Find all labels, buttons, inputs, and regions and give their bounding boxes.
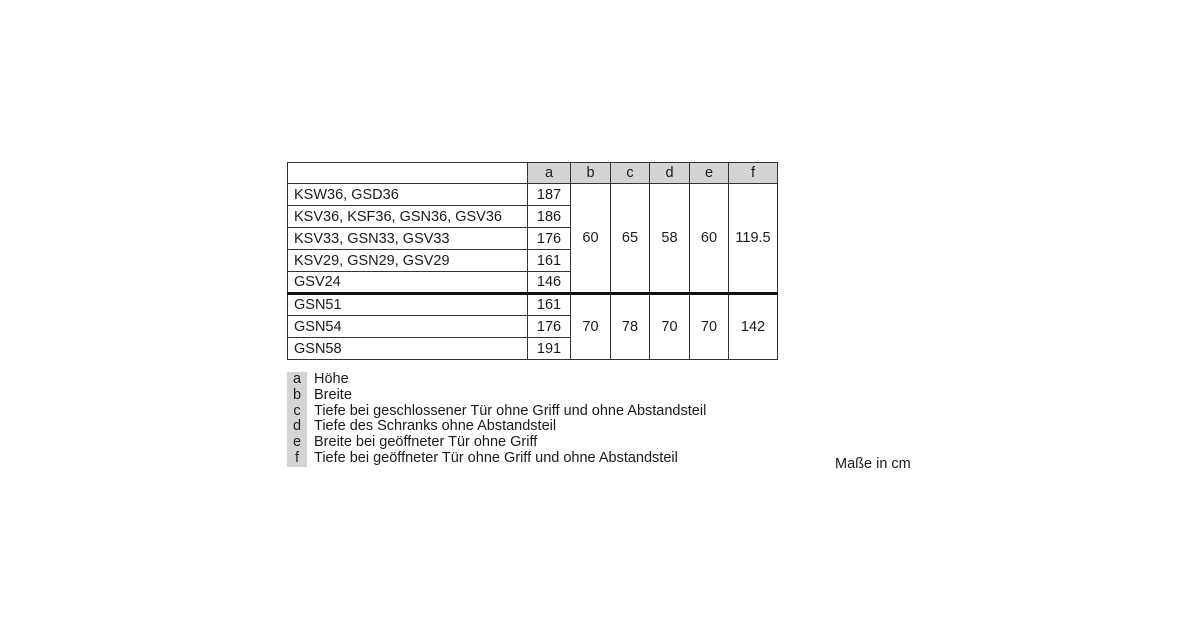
header-f: f [728,162,778,184]
group1-f: 119.5 [728,183,778,294]
header-row: a b c d e f [287,162,778,184]
group2-e: 70 [689,292,729,360]
legend-item: d Tiefe des Schranks ohne Abstandsteil [287,418,706,436]
table-row: GSN58 191 [287,337,778,360]
height-cell: 176 [527,315,571,338]
legend-text: Tiefe bei geöffneter Tür ohne Griff und … [314,449,678,466]
header-d: d [649,162,690,184]
height-cell: 146 [527,271,571,294]
model-cell: KSV36, KSF36, GSN36, GSV36 [287,205,528,228]
table-row: KSV36, KSF36, GSN36, GSV36 186 [287,205,778,228]
header-a: a [527,162,571,184]
table-row: KSW36, GSD36 187 60 65 58 60 119.5 [287,183,778,294]
height-cell: 186 [527,205,571,228]
model-cell: GSV24 [287,271,528,294]
model-cell: GSN54 [287,315,528,338]
legend-key: b [287,387,307,404]
model-cell: GSN51 [287,292,528,316]
group1-e: 60 [689,183,729,294]
legend-key: d [287,419,307,436]
group1-c: 65 [610,183,650,294]
legend-key: e [287,434,307,451]
legend-text: Höhe [314,371,349,387]
header-b: b [570,162,611,184]
table-row: GSN54 176 [287,315,778,338]
legend-item: a Höhe [287,371,706,388]
height-cell: 187 [527,183,571,206]
header-model [287,162,528,184]
group2-b: 70 [570,292,611,360]
header-e: e [689,162,729,184]
height-cell: 176 [527,227,571,250]
model-cell: KSV33, GSN33, GSV33 [287,227,528,250]
legend-text: Breite [314,386,352,403]
height-cell: 161 [527,249,571,272]
model-cell: GSN58 [287,337,528,360]
table-row: KSV29, GSN29, GSV29 161 [287,249,778,272]
legend-item: f Tiefe bei geöffneter Tür ohne Griff und… [287,449,706,467]
legend-key: c [287,403,307,420]
dimensions-table: a b c d e f KSW36, GSD36 187 60 65 58 60… [287,162,778,360]
legend-item: e Breite bei geöffneter Tür ohne Griff [287,434,706,451]
legend: a Höhe b Breite c Tiefe bei geschlossener T… [287,371,707,467]
group1-d: 58 [649,183,690,294]
legend-text: Breite bei geöffneter Tür ohne Griff [314,434,538,451]
height-cell: 161 [527,292,571,316]
legend-item: b Breite [287,386,706,404]
legend-text: Tiefe bei geschlossener Tür ohne Griff u… [314,402,707,419]
model-cell: KSV29, GSN29, GSV29 [287,249,528,272]
table-row: GSN51 161 70 78 70 70 142 [287,292,778,360]
group1-b: 60 [570,183,611,294]
legend-key: a [287,371,307,388]
group2-c: 78 [610,292,650,360]
group2-f: 142 [728,292,778,360]
units-note: Maße in cm [835,456,911,472]
model-cell: KSW36, GSD36 [287,183,528,206]
legend-item: c Tiefe bei geschlossener Tür ohne Griff … [287,402,707,420]
height-cell: 191 [527,337,571,360]
header-c: c [610,162,650,184]
group2-d: 70 [649,292,690,360]
legend-key: f [287,450,307,467]
legend-text: Tiefe des Schranks ohne Abstandsteil [314,418,557,435]
